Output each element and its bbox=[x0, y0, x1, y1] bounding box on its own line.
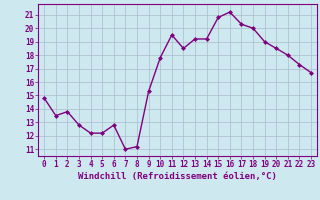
X-axis label: Windchill (Refroidissement éolien,°C): Windchill (Refroidissement éolien,°C) bbox=[78, 172, 277, 181]
